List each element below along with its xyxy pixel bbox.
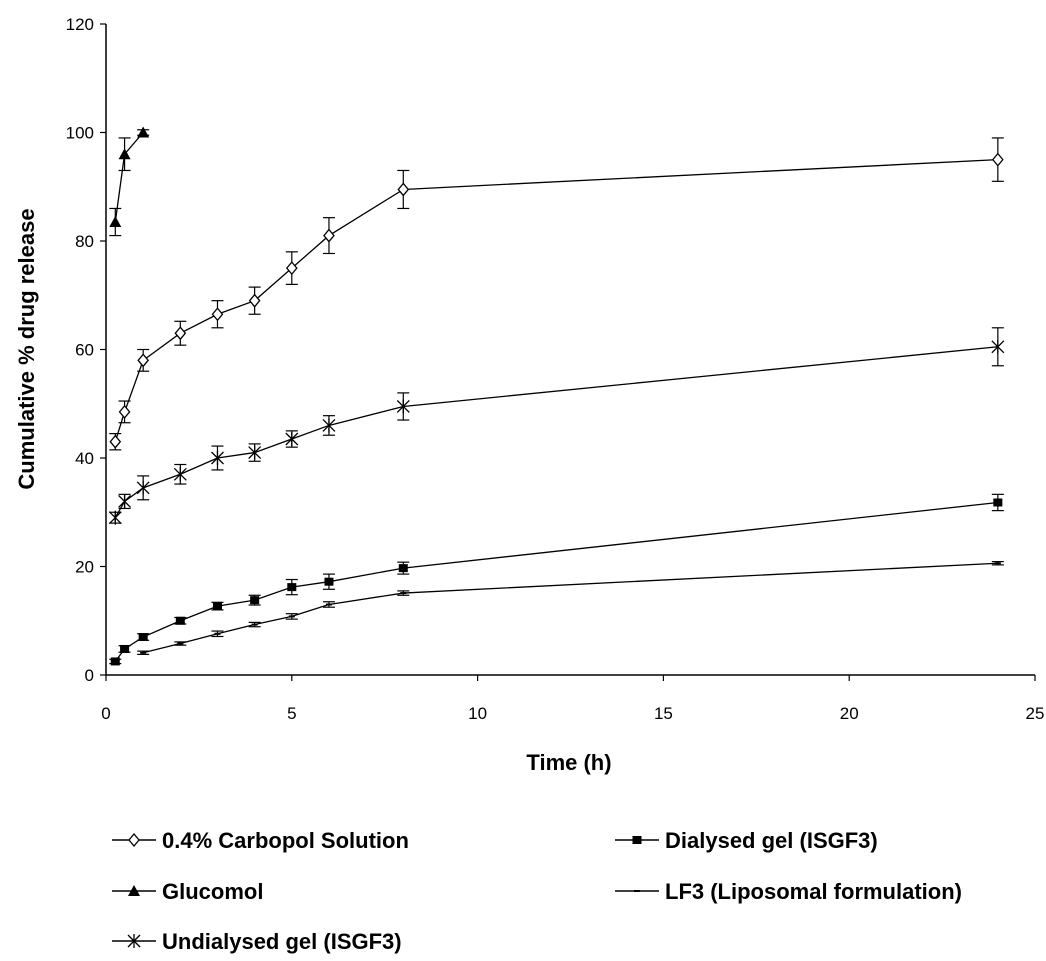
data-point	[396, 399, 410, 414]
x-axis-title: Time (h)	[526, 750, 611, 775]
data-point	[173, 467, 187, 482]
data-point	[993, 498, 1003, 507]
legend-marker	[128, 832, 140, 848]
series-line	[114, 158, 998, 442]
data-point	[118, 404, 131, 419]
x-tick-label: 5	[287, 704, 296, 723]
series-2	[108, 327, 1005, 525]
legend-label: Dialysed gel (ISGF3)	[665, 828, 878, 853]
data-point	[211, 307, 224, 322]
series-3	[109, 493, 1004, 666]
data-point	[110, 657, 120, 666]
x-tick-label: 25	[1026, 704, 1045, 723]
series	[108, 126, 1005, 666]
y-tick-label: 100	[66, 124, 94, 143]
x-tick-label: 15	[654, 704, 673, 723]
legend-label: Glucomol	[162, 879, 263, 904]
data-point	[323, 228, 335, 243]
data-point	[285, 261, 298, 276]
legend-label: LF3 (Liposomal formulation)	[665, 879, 962, 904]
series-0	[109, 137, 1004, 451]
data-point	[322, 418, 336, 433]
data-point	[120, 644, 130, 653]
data-point	[109, 434, 122, 449]
y-tick-label: 20	[75, 558, 94, 577]
data-point	[287, 583, 297, 592]
y-tick-label: 80	[75, 232, 94, 251]
data-point	[118, 494, 132, 509]
data-point	[250, 596, 260, 605]
data-point	[398, 564, 408, 573]
x-tick-label: 10	[468, 704, 487, 723]
legend-marker	[632, 836, 642, 844]
series-4	[137, 561, 1004, 655]
data-point	[118, 148, 131, 160]
data-point	[991, 339, 1005, 354]
data-point	[991, 152, 1004, 167]
legend-marker	[128, 885, 140, 896]
data-point	[136, 480, 150, 495]
data-point	[138, 633, 148, 642]
legend-item-1: Glucomol	[112, 879, 263, 904]
series-line	[114, 501, 998, 662]
y-tick-label: 60	[75, 341, 94, 360]
legend-label: 0.4% Carbopol Solution	[162, 828, 409, 853]
x-tick-label: 0	[101, 704, 110, 723]
data-point	[324, 577, 334, 586]
data-point	[109, 216, 122, 228]
y-tick-label: 0	[85, 666, 94, 685]
legend-item-4: LF3 (Liposomal formulation)	[615, 879, 962, 904]
data-point	[212, 602, 222, 611]
data-point	[174, 326, 187, 341]
data-point	[175, 616, 185, 625]
y-tick-label: 40	[75, 449, 94, 468]
data-point	[397, 182, 410, 197]
data-point	[211, 451, 224, 465]
legend-label: Undialysed gel (ISGF3)	[162, 929, 402, 954]
data-point	[137, 353, 150, 368]
data-point	[248, 445, 262, 460]
data-point	[285, 432, 299, 447]
legend-item-3: Dialysed gel (ISGF3)	[615, 828, 878, 853]
y-tick-label: 120	[66, 15, 94, 34]
ticks: 0 20 40 60 80 100 120 0 5 10 15 20 25	[66, 15, 1045, 723]
x-tick-label: 20	[840, 704, 859, 723]
series-line	[143, 562, 998, 654]
legend-item-0: 0.4% Carbopol Solution	[112, 828, 409, 853]
series-1	[109, 126, 150, 237]
data-point	[137, 126, 150, 138]
legend-item-2: Undialysed gel (ISGF3)	[112, 929, 402, 954]
legend-marker	[127, 934, 141, 948]
legend: 0.4% Carbopol Solution Glucomol Undialysed…	[112, 828, 962, 954]
data-point	[108, 510, 122, 525]
axes	[105, 24, 1035, 676]
y-axis-title: Cumulative % drug release	[14, 208, 39, 489]
series-line	[114, 346, 998, 518]
data-point	[248, 293, 261, 308]
